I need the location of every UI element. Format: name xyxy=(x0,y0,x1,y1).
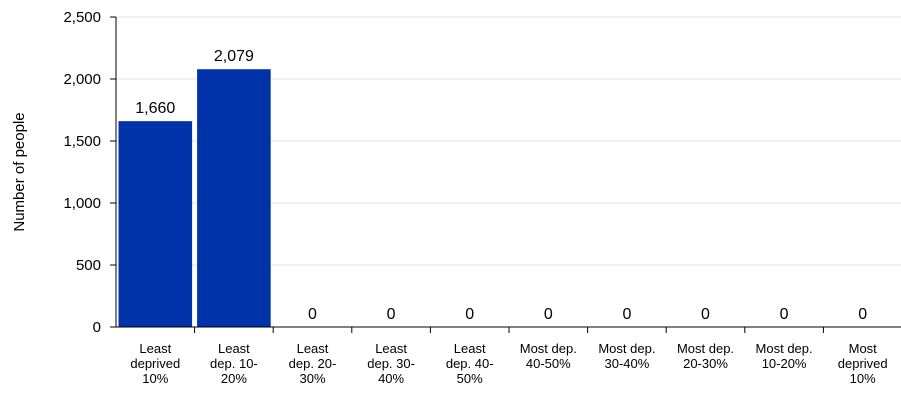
x-tick-label: Most dep. 30-40% xyxy=(598,341,655,371)
data-labels: 1,660 2,079 0 0 0 0 0 0 0 0 xyxy=(135,48,867,323)
bars xyxy=(118,69,271,327)
y-tick-label: 1,500 xyxy=(63,133,101,150)
y-tick-label: 2,500 xyxy=(63,9,101,26)
y-axis-ticks: 0 500 1,000 1,500 2,000 2,500 xyxy=(63,9,116,336)
y-tick-label: 1,000 xyxy=(63,195,101,212)
x-tick-label: Most dep. 20-30% xyxy=(677,341,734,371)
data-label: 0 xyxy=(701,306,710,323)
x-tick-label: Least dep. 20-30% xyxy=(289,341,337,386)
x-tick-label: Least dep. 30-40% xyxy=(367,341,415,386)
data-label: 0 xyxy=(544,306,553,323)
data-label: 1,660 xyxy=(135,100,175,117)
x-tick-label: Least deprived 10% xyxy=(130,341,180,386)
y-tick-label: 500 xyxy=(76,257,101,274)
x-tick-label: Most dep. 10-20% xyxy=(756,341,813,371)
x-axis-labels: Least deprived 10% Least dep. 10-20% Least dep… xyxy=(130,327,888,386)
data-label: 0 xyxy=(465,306,474,323)
bar xyxy=(197,69,271,327)
y-axis-title: Number of people xyxy=(11,112,28,231)
data-label: 0 xyxy=(387,306,396,323)
data-label: 0 xyxy=(780,306,789,323)
data-label: 0 xyxy=(622,306,631,323)
data-label: 0 xyxy=(308,306,317,323)
bar xyxy=(118,121,193,327)
x-tick-label: Most dep. 40-50% xyxy=(520,341,577,371)
x-tick-label: Most deprived 10% xyxy=(838,341,888,386)
y-tick-label: 2,000 xyxy=(63,71,101,88)
x-tick-label: Least dep. 10-20% xyxy=(210,341,258,386)
x-tick-label: Least dep. 40-50% xyxy=(446,341,494,386)
y-tick-label: 0 xyxy=(93,319,101,336)
data-label: 0 xyxy=(858,306,867,323)
data-label: 2,079 xyxy=(214,48,254,65)
